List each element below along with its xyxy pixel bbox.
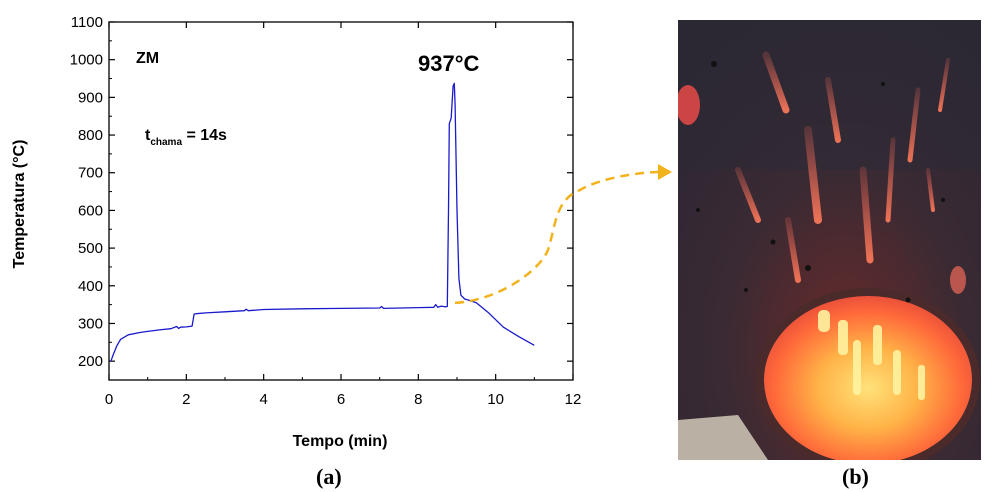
temperature-series-line [110, 82, 535, 362]
chart-ticks: 0 2 4 6 8 10 12 200 300 400 500 600 700 800 900 1000 110… [70, 14, 582, 408]
y-tick-label: 900 [78, 89, 103, 106]
flame-photo [678, 20, 981, 460]
flame-time-label: tchama = 14s [145, 127, 227, 148]
x-tick-label: 12 [565, 391, 582, 408]
y-tick-label: 700 [78, 165, 103, 182]
panel-b-label: (b) [842, 464, 869, 489]
x-tick-label: 6 [337, 391, 345, 408]
x-tick-label: 4 [259, 391, 267, 408]
connector-arrow-line [454, 170, 661, 305]
y-tick-label: 500 [78, 240, 103, 257]
temperature-chart: 0 2 4 6 8 10 12 200 300 400 500 600 700 800 900 1000 110… [11, 14, 672, 450]
panel-a-label: (a) [316, 464, 342, 489]
x-tick-label: 0 [105, 391, 113, 408]
y-tick-label: 1000 [70, 52, 103, 69]
flame-photo-image [678, 20, 981, 460]
x-tick-label: 10 [487, 391, 504, 408]
peak-temperature-label: 937°C [418, 51, 480, 76]
x-tick-label: 8 [414, 391, 422, 408]
y-tick-label: 1100 [71, 14, 103, 31]
y-tick-label: 300 [78, 315, 103, 332]
y-axis-title: Temperatura (°C) [11, 140, 28, 269]
y-tick-label: 400 [78, 278, 103, 295]
sample-label: ZM [136, 50, 159, 67]
series-layer [110, 82, 535, 362]
x-tick-label: 2 [182, 391, 190, 408]
y-tick-label: 600 [78, 202, 103, 219]
y-tick-label: 800 [78, 127, 103, 144]
y-tick-label: 200 [78, 353, 103, 370]
connector-arrow-head [658, 164, 672, 180]
x-axis-title: Tempo (min) [293, 433, 388, 450]
